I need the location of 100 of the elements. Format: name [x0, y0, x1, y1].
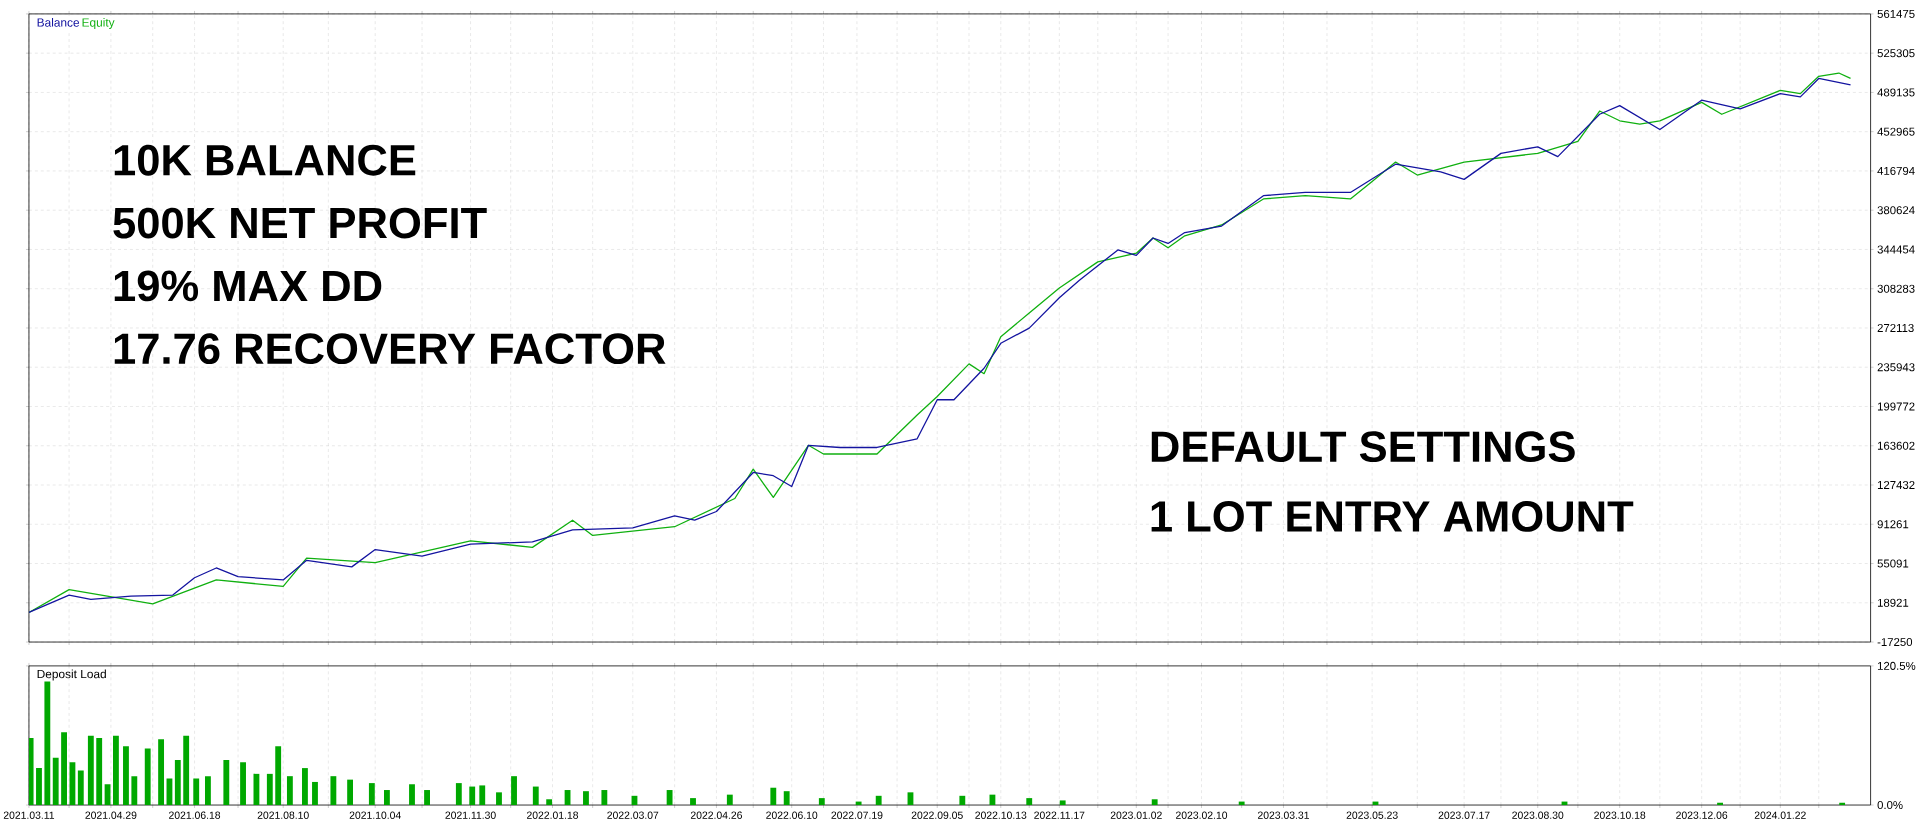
bar	[347, 779, 354, 806]
x-tick-label: 2023.07.17	[1438, 811, 1490, 819]
y-tick-label: 380624	[1877, 206, 1915, 215]
x-tick-label: 2021.03.11	[3, 811, 55, 819]
bar	[690, 798, 696, 806]
bar	[113, 735, 119, 806]
text: Balance	[37, 18, 80, 27]
y-tick-label: 561475	[1877, 9, 1915, 18]
bar	[77, 770, 84, 806]
y-tick-label: 18921	[1877, 598, 1909, 607]
bar	[409, 784, 415, 806]
bar	[532, 786, 539, 806]
annotation: 17.76 RECOVERY FACTOR	[114, 333, 666, 365]
bar	[193, 778, 200, 806]
x-tick-label: 2022.07.19	[831, 811, 883, 819]
y-tick-label: 272113	[1877, 323, 1914, 333]
x-tick-label: 2023.02.10	[1176, 811, 1228, 819]
bar	[87, 735, 94, 806]
bar	[726, 794, 733, 806]
bar	[144, 748, 151, 806]
bar	[223, 760, 230, 806]
y-tick-label: 489135	[1877, 88, 1915, 97]
x-tick-label: 2024.01.22	[1754, 811, 1806, 819]
bar	[1151, 799, 1158, 806]
x-tick-label: 2023.05.23	[1346, 811, 1398, 819]
bar	[44, 681, 51, 806]
bar	[96, 738, 103, 806]
bar	[855, 801, 862, 806]
bar	[1026, 798, 1033, 806]
bar	[959, 795, 966, 806]
bar	[818, 798, 825, 806]
bar	[479, 785, 486, 806]
x-tick-label: 2022.06.10	[766, 811, 818, 819]
bar	[312, 781, 318, 806]
bar	[1238, 801, 1245, 806]
x-tick-label: 2023.03.31	[1257, 811, 1309, 819]
bar	[546, 799, 553, 806]
y-tick-label: 416794	[1877, 166, 1915, 176]
x-tick-label: 2022.11.17	[1034, 811, 1085, 819]
bar	[52, 757, 59, 806]
bar	[368, 783, 375, 806]
bar	[1059, 800, 1066, 806]
x-tick-label: 2023.12.06	[1676, 811, 1728, 819]
bar	[875, 795, 882, 806]
bar	[183, 735, 190, 806]
bar	[158, 739, 165, 806]
bar	[28, 738, 34, 806]
x-tick-label: 2022.04.26	[690, 811, 742, 819]
bar	[601, 790, 608, 806]
y-tick-label: 199772	[1877, 402, 1915, 411]
y-tick-label: 91261	[1877, 520, 1909, 529]
y-tick-label: 452965	[1877, 127, 1915, 136]
y-tick-label: 0.0%	[1877, 801, 1903, 810]
y-tick-label: 127432	[1877, 481, 1915, 490]
x-tick-label: 2021.04.29	[85, 811, 137, 819]
annotation: 19% MAX DD	[114, 270, 382, 302]
bar	[455, 783, 462, 806]
bar	[469, 786, 476, 806]
y-tick-label: -17250	[1877, 638, 1913, 647]
bar	[583, 791, 589, 806]
y-tick-label: 55091	[1877, 559, 1909, 568]
bar	[330, 776, 337, 806]
bar	[240, 762, 246, 806]
bar	[266, 773, 273, 806]
x-tick-label: 2022.03.07	[607, 811, 659, 819]
bar	[131, 776, 138, 806]
bar	[424, 790, 430, 806]
x-tick-label: 2021.08.10	[257, 811, 309, 819]
bar	[36, 768, 42, 806]
text: Equity	[82, 18, 115, 30]
bar	[302, 768, 308, 806]
x-tick-label: 2022.10.13	[975, 811, 1027, 819]
bar	[275, 746, 282, 806]
x-tick-label: 2022.01.18	[527, 811, 579, 819]
bar	[174, 760, 181, 806]
bar	[496, 792, 502, 806]
x-tick-label: 2023.01.02	[1110, 811, 1162, 819]
y-tick-label: 163602	[1877, 441, 1915, 450]
y-tick-label: 235943	[1877, 363, 1915, 372]
x-tick-label: 2023.10.18	[1594, 811, 1646, 819]
x-tick-label: 2021.10.04	[349, 811, 401, 819]
y-tick-label: 308283	[1877, 284, 1915, 293]
bar	[383, 790, 390, 806]
bar	[205, 776, 211, 806]
x-tick-label: 2022.09.05	[911, 811, 963, 819]
y-tick-label: 525305	[1877, 49, 1915, 58]
x-tick-label: 2021.06.18	[169, 811, 221, 819]
bar	[770, 787, 777, 806]
bar	[511, 776, 517, 806]
bar	[783, 791, 790, 806]
annotation: 1 LOT ENTRY AMOUNT	[1151, 501, 1634, 532]
annotation: 10K BALANCE	[114, 144, 416, 176]
x-tick-label: 2021.11.30	[445, 811, 496, 819]
chart-title: Deposit Load	[37, 669, 106, 681]
annotation: 500K NET PROFIT	[113, 207, 487, 239]
y-tick-label: 120.5%	[1877, 661, 1916, 670]
annotation: DEFAULT SETTINGS	[1151, 431, 1575, 463]
bar	[123, 746, 129, 806]
x-tick-label: 2023.08.30	[1512, 811, 1564, 819]
bar	[666, 790, 673, 806]
